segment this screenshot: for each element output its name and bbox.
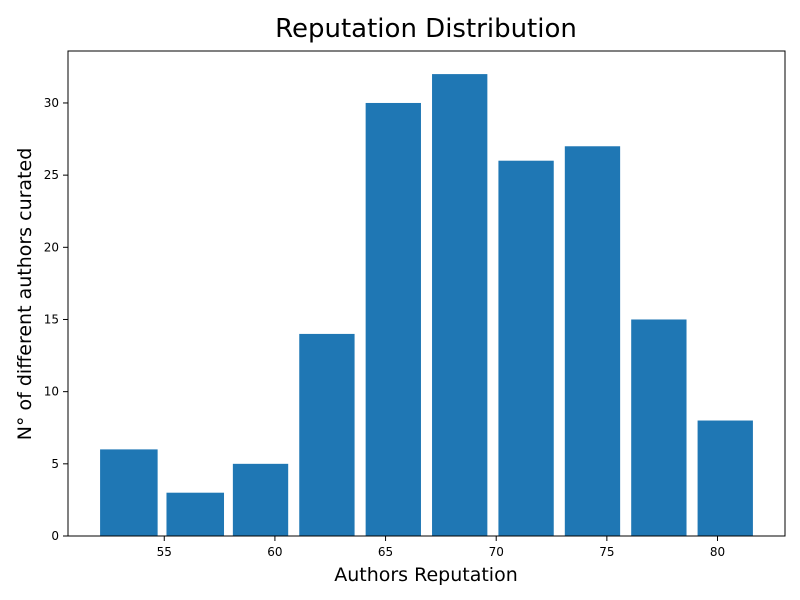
x-tick-label-0: 55 <box>157 545 172 559</box>
y-axis-label: N° of different authors curated <box>14 148 36 441</box>
y-tick-label-3: 15 <box>44 312 59 326</box>
y-tick-label-5: 25 <box>44 168 59 182</box>
y-tick-label-6: 30 <box>44 96 59 110</box>
bar-6 <box>498 160 554 536</box>
bar-0 <box>100 449 158 536</box>
bar-7 <box>564 146 621 536</box>
bar-9 <box>697 420 753 536</box>
x-tick-label-3: 70 <box>489 545 504 559</box>
x-tick-label-4: 75 <box>599 545 614 559</box>
bar-2 <box>232 463 289 536</box>
x-tick-label-1: 60 <box>267 545 282 559</box>
chart-title: Reputation Distribution <box>275 14 577 44</box>
bar-8 <box>631 319 687 536</box>
y-tick-label-4: 20 <box>44 240 59 254</box>
x-tick-label-5: 80 <box>710 545 725 559</box>
plot-frame <box>67 50 786 537</box>
bar-3 <box>299 333 355 536</box>
y-tick-label-1: 5 <box>51 457 59 471</box>
bar-5 <box>432 74 488 536</box>
bar-4 <box>365 102 421 536</box>
x-tick-label-2: 65 <box>378 545 393 559</box>
x-axis-label: Authors Reputation <box>334 564 518 586</box>
y-axis-ticks: 0 5 10 15 20 25 30 <box>44 96 68 543</box>
x-axis-ticks: 55 60 65 70 75 80 <box>157 536 725 559</box>
bar-1 <box>166 492 225 536</box>
y-tick-label-2: 10 <box>44 385 59 399</box>
bars-group <box>100 74 753 536</box>
y-tick-label-0: 0 <box>51 529 59 543</box>
